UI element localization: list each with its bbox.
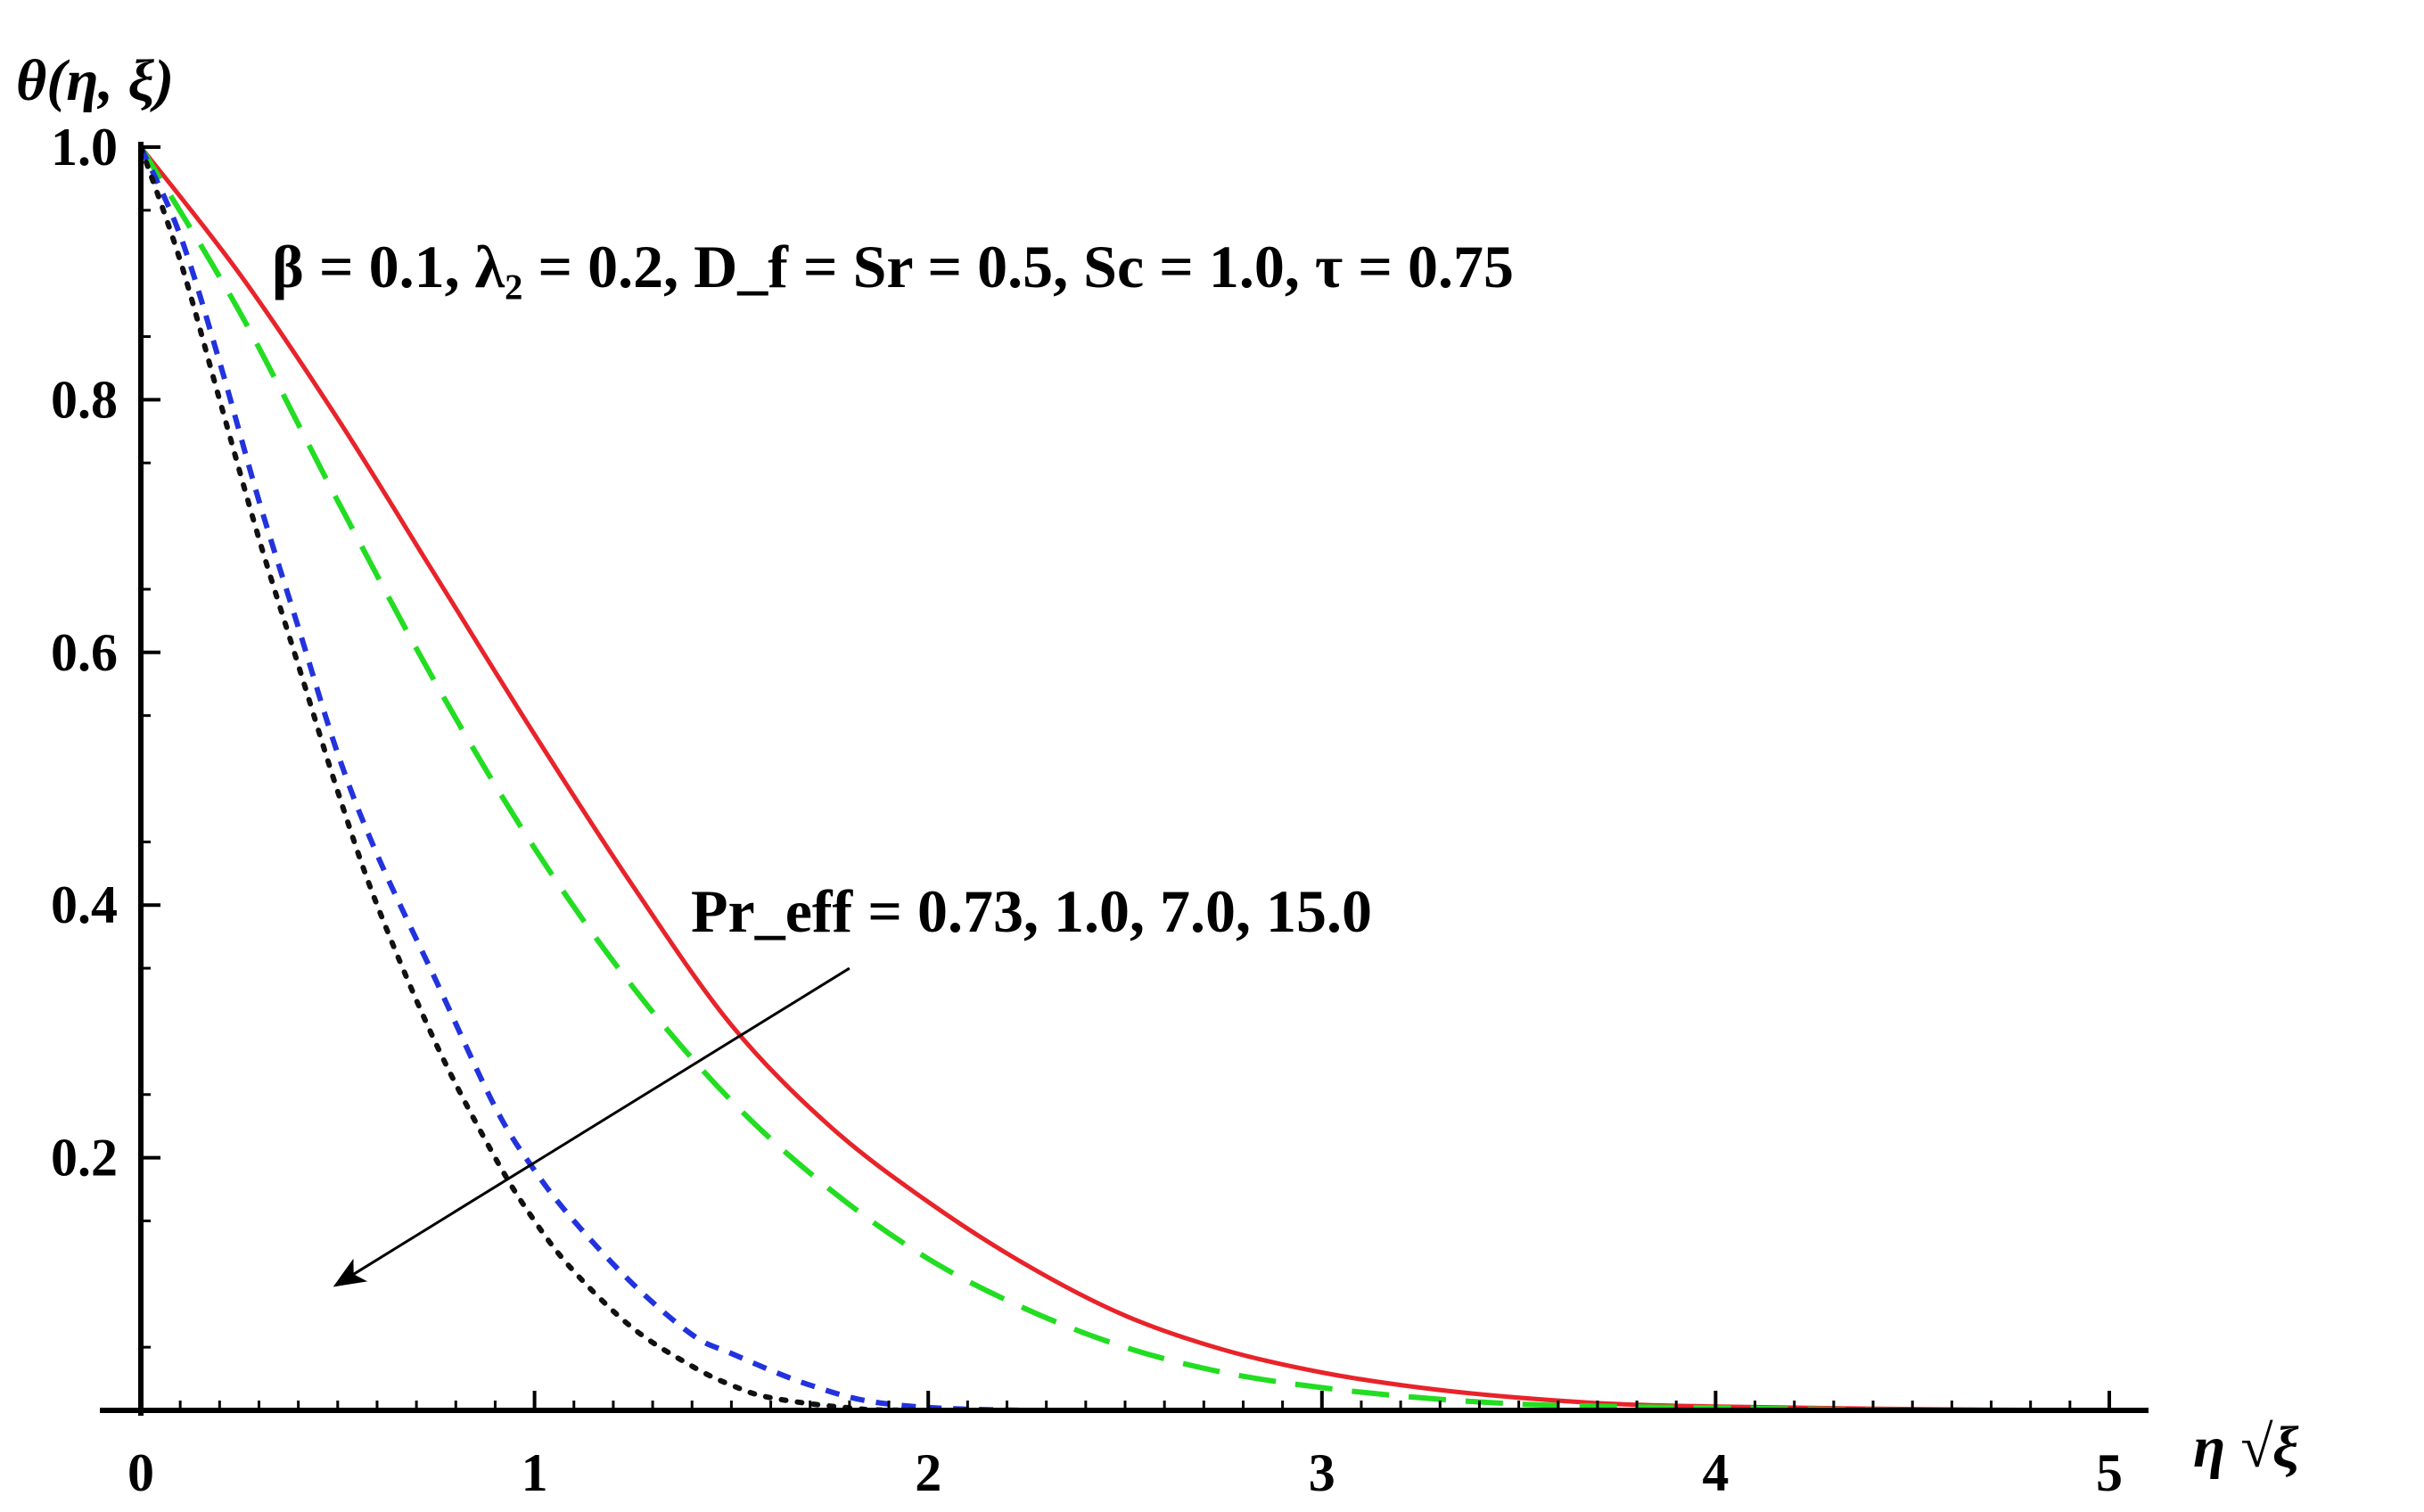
y-axis-title: θ(η, ξ) xyxy=(16,48,174,113)
series-line-dotted xyxy=(138,144,2112,1414)
y-tick-label: 0.8 xyxy=(51,370,118,429)
pr-annotation: Pr_eff = 0.73, 1.0, 7.0, 15.0 xyxy=(691,877,1372,945)
ticks-layer: 0 1 2 3 4 5 0.2 0.4 0.6 0.8 1.0 xyxy=(51,118,2123,1502)
x-tick-label: 2 xyxy=(915,1443,941,1502)
x-tick-label: 1 xyxy=(522,1443,548,1502)
x-tick-label: 4 xyxy=(1702,1443,1729,1502)
params-annotation: β = 0.1, λ₂ = 0.2, D_f = Sr = 0.5, Sc = … xyxy=(272,233,1514,300)
y-tick-label: 0.4 xyxy=(51,875,118,934)
x-tick-label: 5 xyxy=(2096,1443,2123,1502)
x-axis-title: η √ξ xyxy=(2193,1415,2299,1480)
series-line-short-dashed xyxy=(138,145,2109,1414)
x-tick-label: 3 xyxy=(1309,1443,1335,1502)
y-tick-label: 1.0 xyxy=(51,118,118,177)
y-tick-label: 0.2 xyxy=(51,1129,118,1187)
y-tick-label: 0.6 xyxy=(51,623,118,682)
series-line-dashed xyxy=(138,145,2109,1414)
x-tick-label: 0 xyxy=(127,1443,154,1502)
series-line-solid xyxy=(139,145,2110,1413)
pr-arrow xyxy=(333,966,850,1287)
series-layer xyxy=(138,144,2112,1414)
